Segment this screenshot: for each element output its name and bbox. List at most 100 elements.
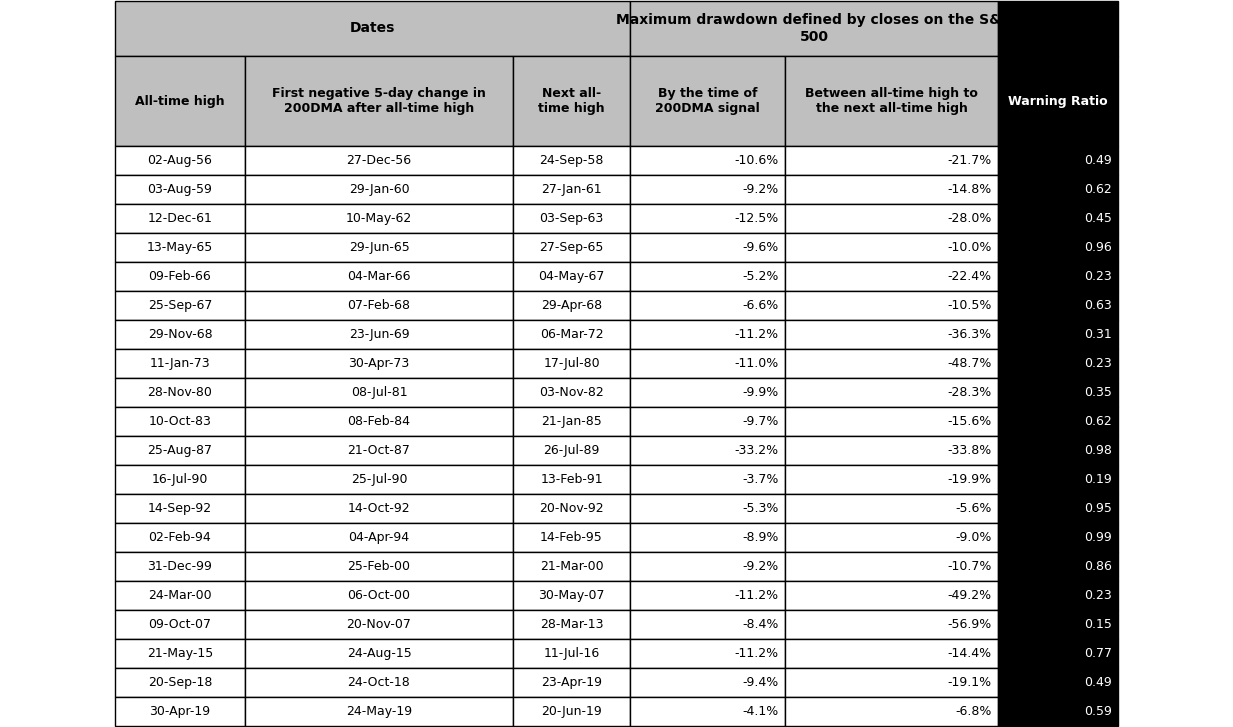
Bar xyxy=(245,465,513,494)
Text: -11.2%: -11.2% xyxy=(735,647,779,660)
Text: 02-Aug-56: 02-Aug-56 xyxy=(148,154,212,167)
Bar xyxy=(115,204,245,233)
Bar xyxy=(630,523,785,552)
Text: -9.6%: -9.6% xyxy=(742,241,779,254)
Bar xyxy=(513,291,630,320)
Text: -11.0%: -11.0% xyxy=(735,357,779,370)
Bar xyxy=(115,291,245,320)
Text: 27-Jan-61: 27-Jan-61 xyxy=(541,183,602,196)
Bar xyxy=(245,494,513,523)
Bar xyxy=(785,668,997,697)
Text: -6.8%: -6.8% xyxy=(956,705,991,718)
Text: 24-Mar-00: 24-Mar-00 xyxy=(148,589,212,602)
Text: 21-Mar-00: 21-Mar-00 xyxy=(540,560,603,573)
Bar xyxy=(997,639,1118,668)
Bar xyxy=(245,233,513,262)
Bar xyxy=(997,581,1118,610)
Bar xyxy=(630,697,785,726)
Bar xyxy=(785,262,997,291)
Bar xyxy=(245,262,513,291)
Text: 0.31: 0.31 xyxy=(1084,328,1112,341)
Bar xyxy=(245,291,513,320)
Text: 25-Feb-00: 25-Feb-00 xyxy=(348,560,411,573)
Bar xyxy=(115,639,245,668)
Text: All-time high: All-time high xyxy=(136,95,224,108)
Text: 14-Oct-92: 14-Oct-92 xyxy=(348,502,411,515)
Text: 03-Aug-59: 03-Aug-59 xyxy=(148,183,212,196)
Text: 24-Sep-58: 24-Sep-58 xyxy=(539,154,604,167)
Text: 29-Jun-65: 29-Jun-65 xyxy=(349,241,409,254)
Text: 0.95: 0.95 xyxy=(1084,502,1112,515)
Bar xyxy=(997,56,1118,146)
Bar xyxy=(997,668,1118,697)
Text: 23-Jun-69: 23-Jun-69 xyxy=(349,328,409,341)
Text: -15.6%: -15.6% xyxy=(948,415,991,428)
Bar xyxy=(513,581,630,610)
Bar xyxy=(513,175,630,204)
Text: -14.8%: -14.8% xyxy=(948,183,991,196)
Text: -33.2%: -33.2% xyxy=(735,444,779,457)
Text: -10.5%: -10.5% xyxy=(947,299,991,312)
Bar xyxy=(785,233,997,262)
Text: 20-Jun-19: 20-Jun-19 xyxy=(541,705,602,718)
Bar xyxy=(115,407,245,436)
Bar xyxy=(997,233,1118,262)
Bar xyxy=(115,1,630,56)
Bar xyxy=(115,349,245,378)
Bar xyxy=(630,552,785,581)
Text: 24-May-19: 24-May-19 xyxy=(346,705,412,718)
Bar xyxy=(785,349,997,378)
Bar xyxy=(115,552,245,581)
Bar xyxy=(785,320,997,349)
Bar xyxy=(245,697,513,726)
Bar xyxy=(245,349,513,378)
Text: 0.99: 0.99 xyxy=(1084,531,1112,544)
Text: Maximum drawdown defined by closes on the S&P
500: Maximum drawdown defined by closes on th… xyxy=(616,13,1012,44)
Text: 20-Nov-07: 20-Nov-07 xyxy=(346,618,412,631)
Text: 21-May-15: 21-May-15 xyxy=(147,647,213,660)
Text: 13-Feb-91: 13-Feb-91 xyxy=(540,473,603,486)
Text: Dates: Dates xyxy=(350,22,396,36)
Text: 04-Mar-66: 04-Mar-66 xyxy=(348,270,411,283)
Text: Warning Ratio: Warning Ratio xyxy=(1009,95,1107,108)
Text: -11.2%: -11.2% xyxy=(735,328,779,341)
Bar xyxy=(245,639,513,668)
Text: -28.3%: -28.3% xyxy=(948,386,991,399)
Bar xyxy=(115,320,245,349)
Bar xyxy=(513,204,630,233)
Bar xyxy=(513,552,630,581)
Bar xyxy=(630,465,785,494)
Text: 0.49: 0.49 xyxy=(1084,676,1112,689)
Text: -9.4%: -9.4% xyxy=(742,676,779,689)
Text: 06-Mar-72: 06-Mar-72 xyxy=(540,328,603,341)
Bar xyxy=(115,697,245,726)
Text: 28-Mar-13: 28-Mar-13 xyxy=(540,618,603,631)
Text: -33.8%: -33.8% xyxy=(948,444,991,457)
Text: 03-Nov-82: 03-Nov-82 xyxy=(539,386,604,399)
Text: 24-Oct-18: 24-Oct-18 xyxy=(348,676,411,689)
Bar xyxy=(115,233,245,262)
Bar xyxy=(245,581,513,610)
Bar xyxy=(513,233,630,262)
Text: 07-Feb-68: 07-Feb-68 xyxy=(348,299,411,312)
Bar xyxy=(997,175,1118,204)
Bar xyxy=(115,610,245,639)
Bar xyxy=(785,378,997,407)
Text: 0.77: 0.77 xyxy=(1084,647,1112,660)
Bar xyxy=(997,436,1118,465)
Bar xyxy=(997,262,1118,291)
Bar xyxy=(513,378,630,407)
Bar xyxy=(513,407,630,436)
Bar xyxy=(513,465,630,494)
Text: 28-Nov-80: 28-Nov-80 xyxy=(148,386,212,399)
Bar xyxy=(785,175,997,204)
Bar xyxy=(785,523,997,552)
Bar xyxy=(630,436,785,465)
Bar xyxy=(245,436,513,465)
Text: 0.23: 0.23 xyxy=(1084,589,1112,602)
Text: First negative 5-day change in
200DMA after all-time high: First negative 5-day change in 200DMA af… xyxy=(272,87,486,115)
Text: 20-Nov-92: 20-Nov-92 xyxy=(539,502,604,515)
Bar xyxy=(245,610,513,639)
Bar xyxy=(785,407,997,436)
Bar xyxy=(513,349,630,378)
